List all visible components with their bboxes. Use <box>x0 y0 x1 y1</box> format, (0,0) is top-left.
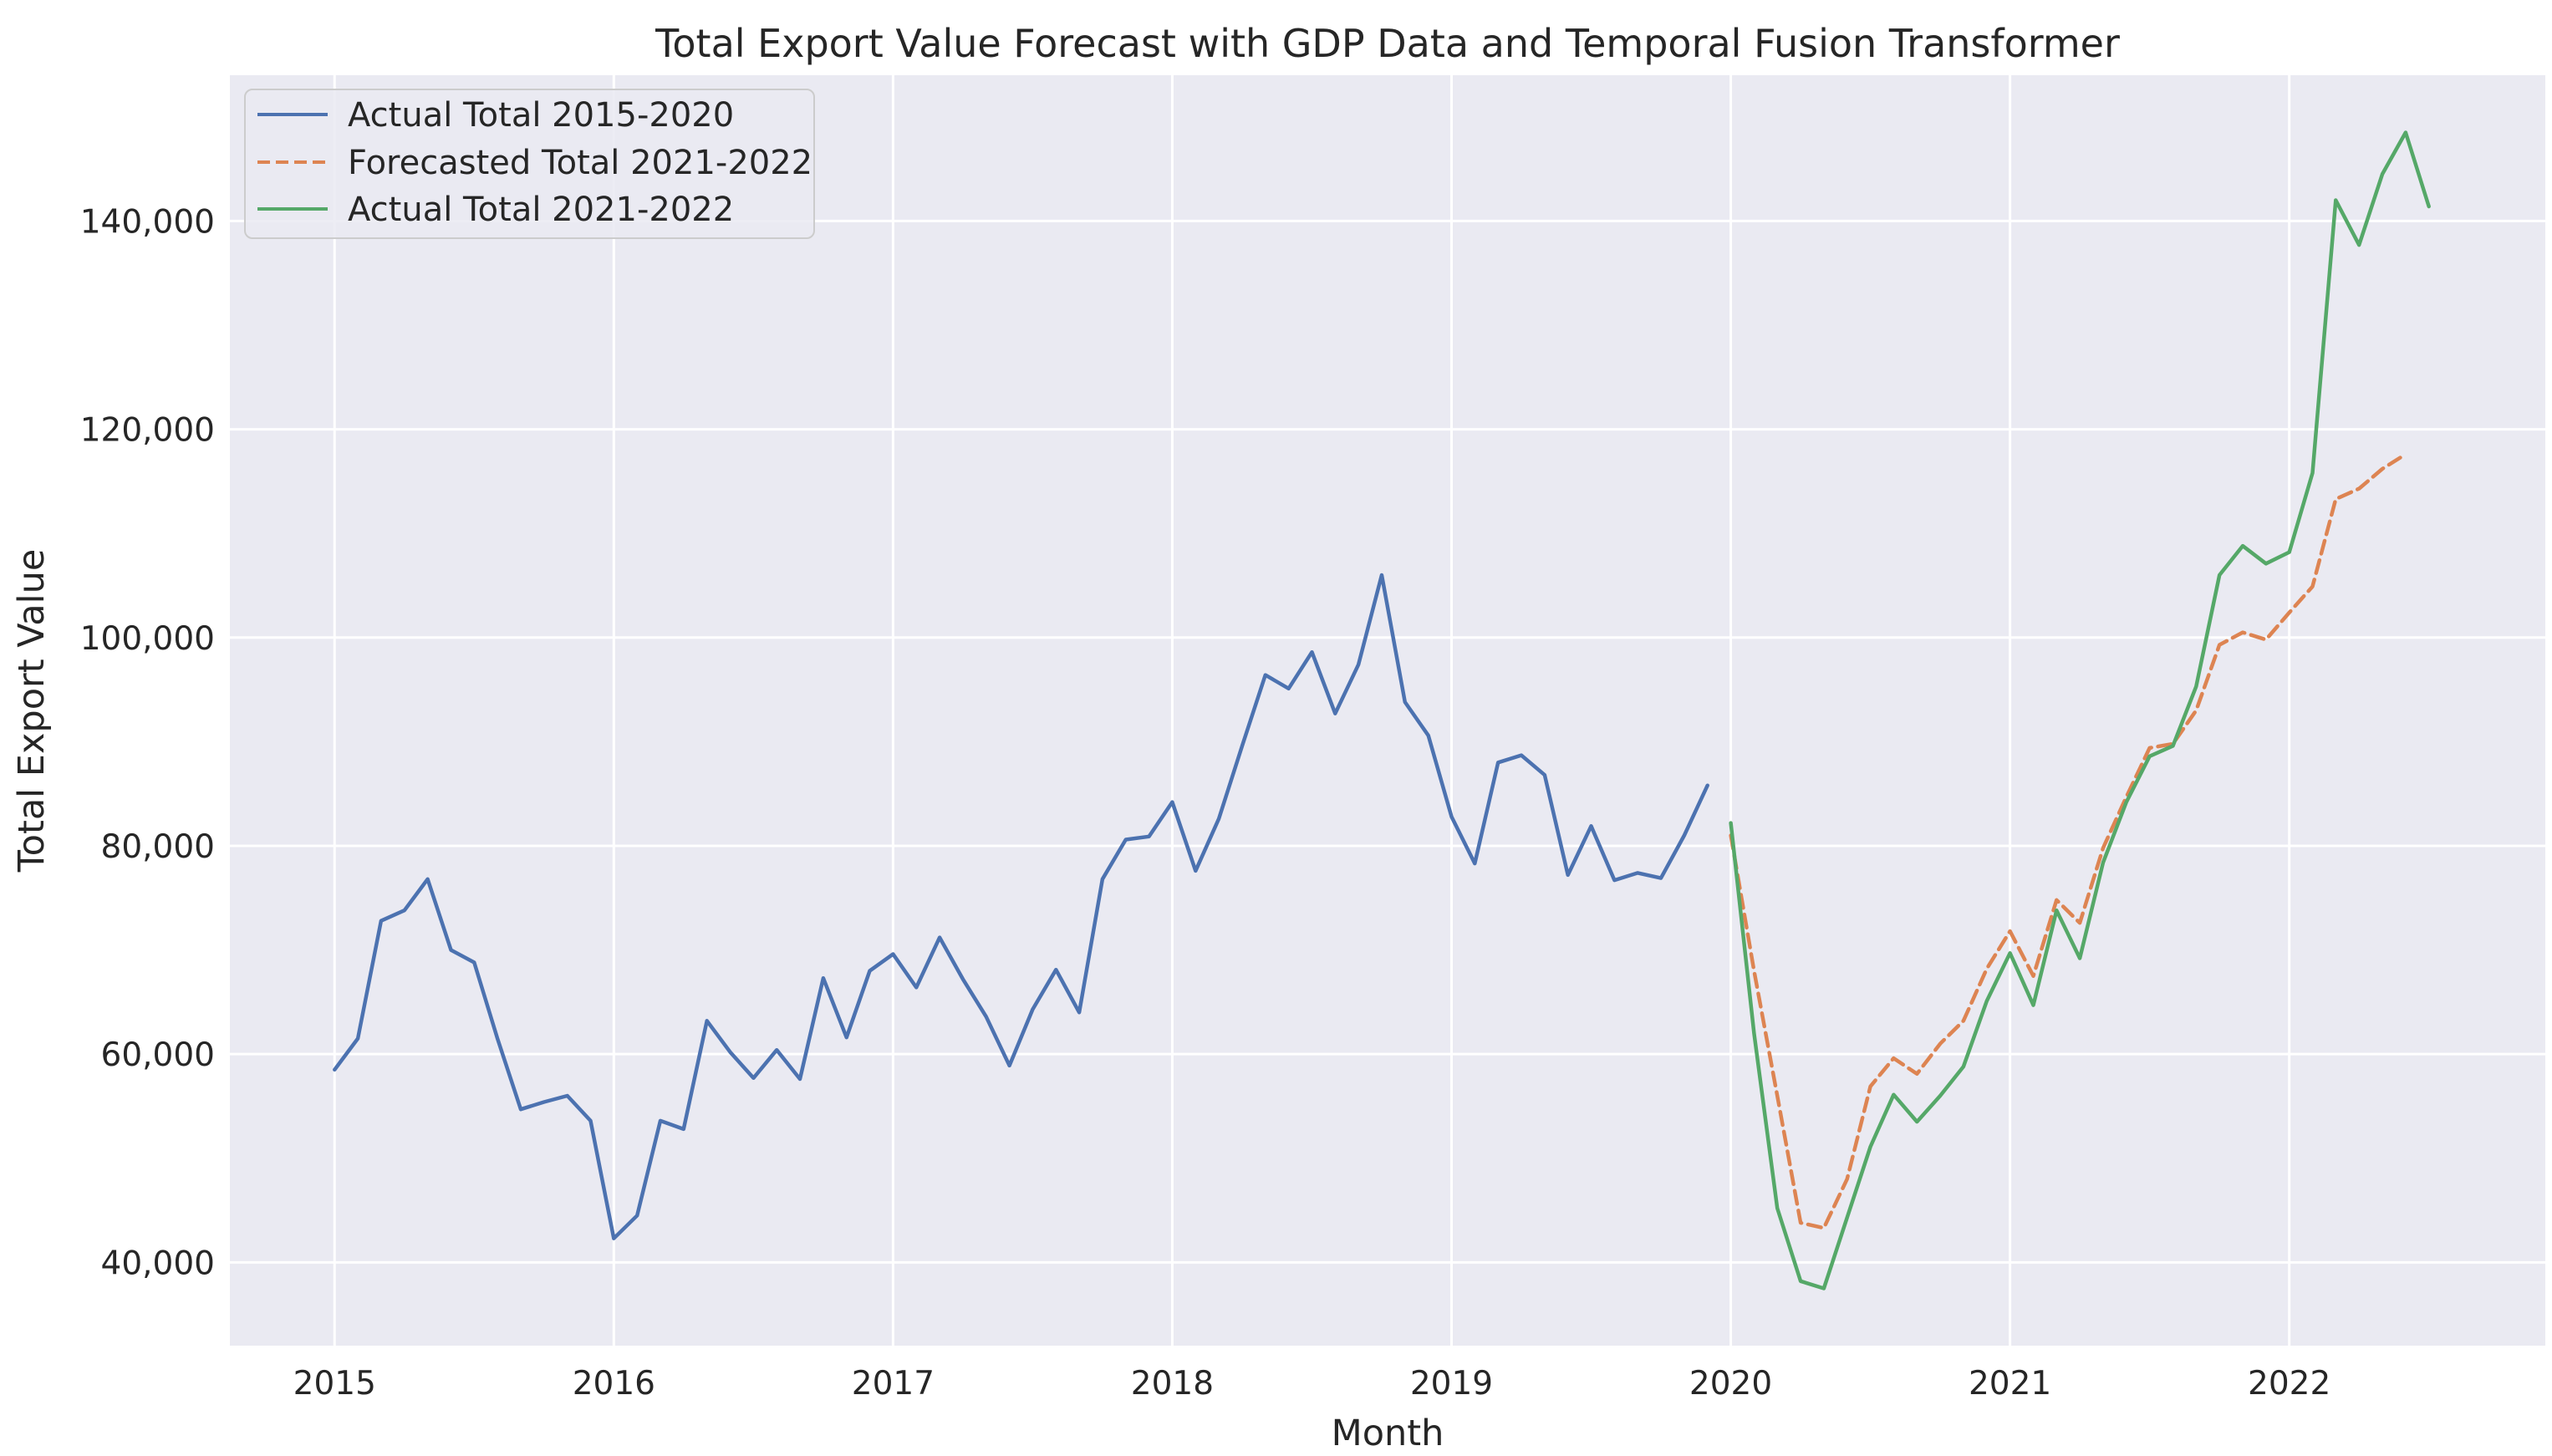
legend-label-actual-2021-2022: Actual Total 2021-2022 <box>348 191 734 229</box>
y-tick-label: 60,000 <box>101 1036 215 1074</box>
legend-box <box>244 89 815 239</box>
y-tick-labels: 40,000 60,000 80,000 100,000 120,000 140,000 <box>80 203 215 1282</box>
x-tick-label: 2018 <box>1131 1365 1214 1403</box>
series-line-actual-2021-2022 <box>1729 130 2431 1291</box>
x-tick-label: 2022 <box>2248 1365 2330 1403</box>
legend-label-forecast-2021-2022: Forecasted Total 2021-2022 <box>348 144 812 182</box>
y-axis-label: Total Export Value <box>11 549 53 873</box>
y-tick-label: 140,000 <box>80 203 215 241</box>
x-tick-label: 2015 <box>293 1365 376 1403</box>
y-tick-label: 120,000 <box>80 412 215 450</box>
plot-area <box>230 75 2545 1346</box>
series-line-forecast-2021-2022 <box>1729 452 2408 1230</box>
y-tick-label: 100,000 <box>80 620 215 658</box>
legend-label-actual-2015-2020: Actual Total 2015-2020 <box>348 96 734 135</box>
x-tick-label: 2019 <box>1410 1365 1493 1403</box>
x-tick-label: 2020 <box>1689 1365 1772 1403</box>
y-tick-label: 40,000 <box>101 1245 215 1282</box>
series-group <box>333 130 2431 1291</box>
x-tick-labels: 2015 2016 2017 2018 2019 2020 2021 2022 <box>293 1365 2331 1403</box>
x-tick-label: 2016 <box>573 1365 655 1403</box>
legend: Actual Total 2015-2020 Forecasted Total … <box>244 89 815 239</box>
y-tick-label: 80,000 <box>101 828 215 866</box>
x-tick-label: 2021 <box>1969 1365 2051 1403</box>
chart-title: Total Export Value Forecast with GDP Dat… <box>655 21 2120 66</box>
x-axis-label: Month <box>1332 1413 1444 1454</box>
x-tick-label: 2017 <box>852 1365 935 1403</box>
series-line-actual-2015-2020 <box>333 573 1709 1240</box>
grid <box>230 75 2545 1346</box>
